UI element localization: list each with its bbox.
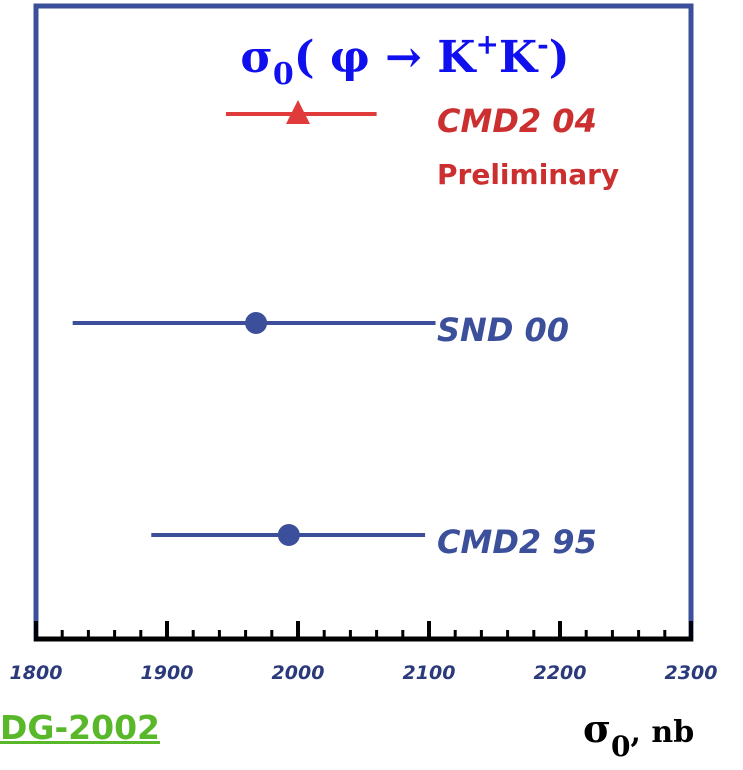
measurements: CMD2 04 Preliminary SND 00 CMD2 95 — [72, 100, 619, 561]
title-k-one: K — [437, 32, 477, 83]
x-tick-labels: 1800 1900 2000 2100 2200 2300 — [10, 662, 718, 684]
title-phi: φ — [330, 32, 370, 83]
chart-title: σ0( φ → K+K-) — [240, 28, 569, 92]
x-tick-label: 2100 — [403, 662, 456, 684]
title-plus: + — [475, 28, 498, 61]
x-axis-label: σ0, nb — [583, 706, 694, 763]
marker-triangle — [286, 100, 310, 124]
title-close-paren: ) — [549, 32, 570, 83]
title-k-two: K — [499, 32, 539, 83]
x-tick-label: 1800 — [10, 662, 63, 684]
xlabel-unit: , nb — [631, 715, 695, 750]
x-tick-label: 1900 — [141, 662, 194, 684]
x-tick-label: 2200 — [534, 662, 587, 684]
xlabel-sigma: σ — [583, 706, 611, 751]
measurement-label: CMD2 95 — [437, 523, 597, 561]
marker-circle — [245, 312, 268, 334]
x-tick-label: 2000 — [272, 662, 325, 684]
title-arrow: → — [370, 32, 438, 83]
measurement-label: CMD2 04 — [437, 102, 597, 140]
title-subscript: 0 — [273, 57, 294, 92]
xlabel-subscript: 0 — [611, 730, 630, 763]
measurement-label: SND 00 — [437, 311, 569, 349]
title-minus: - — [537, 28, 549, 61]
marker-circle — [277, 524, 300, 546]
x-tick-label: 2300 — [665, 662, 718, 684]
measurement-sublabel: Preliminary — [437, 158, 619, 191]
x-axis — [34, 621, 693, 642]
pdg-link[interactable]: DG-2002 — [0, 708, 161, 747]
title-sigma: σ — [240, 32, 272, 83]
title-open-paren: ( — [294, 32, 330, 83]
